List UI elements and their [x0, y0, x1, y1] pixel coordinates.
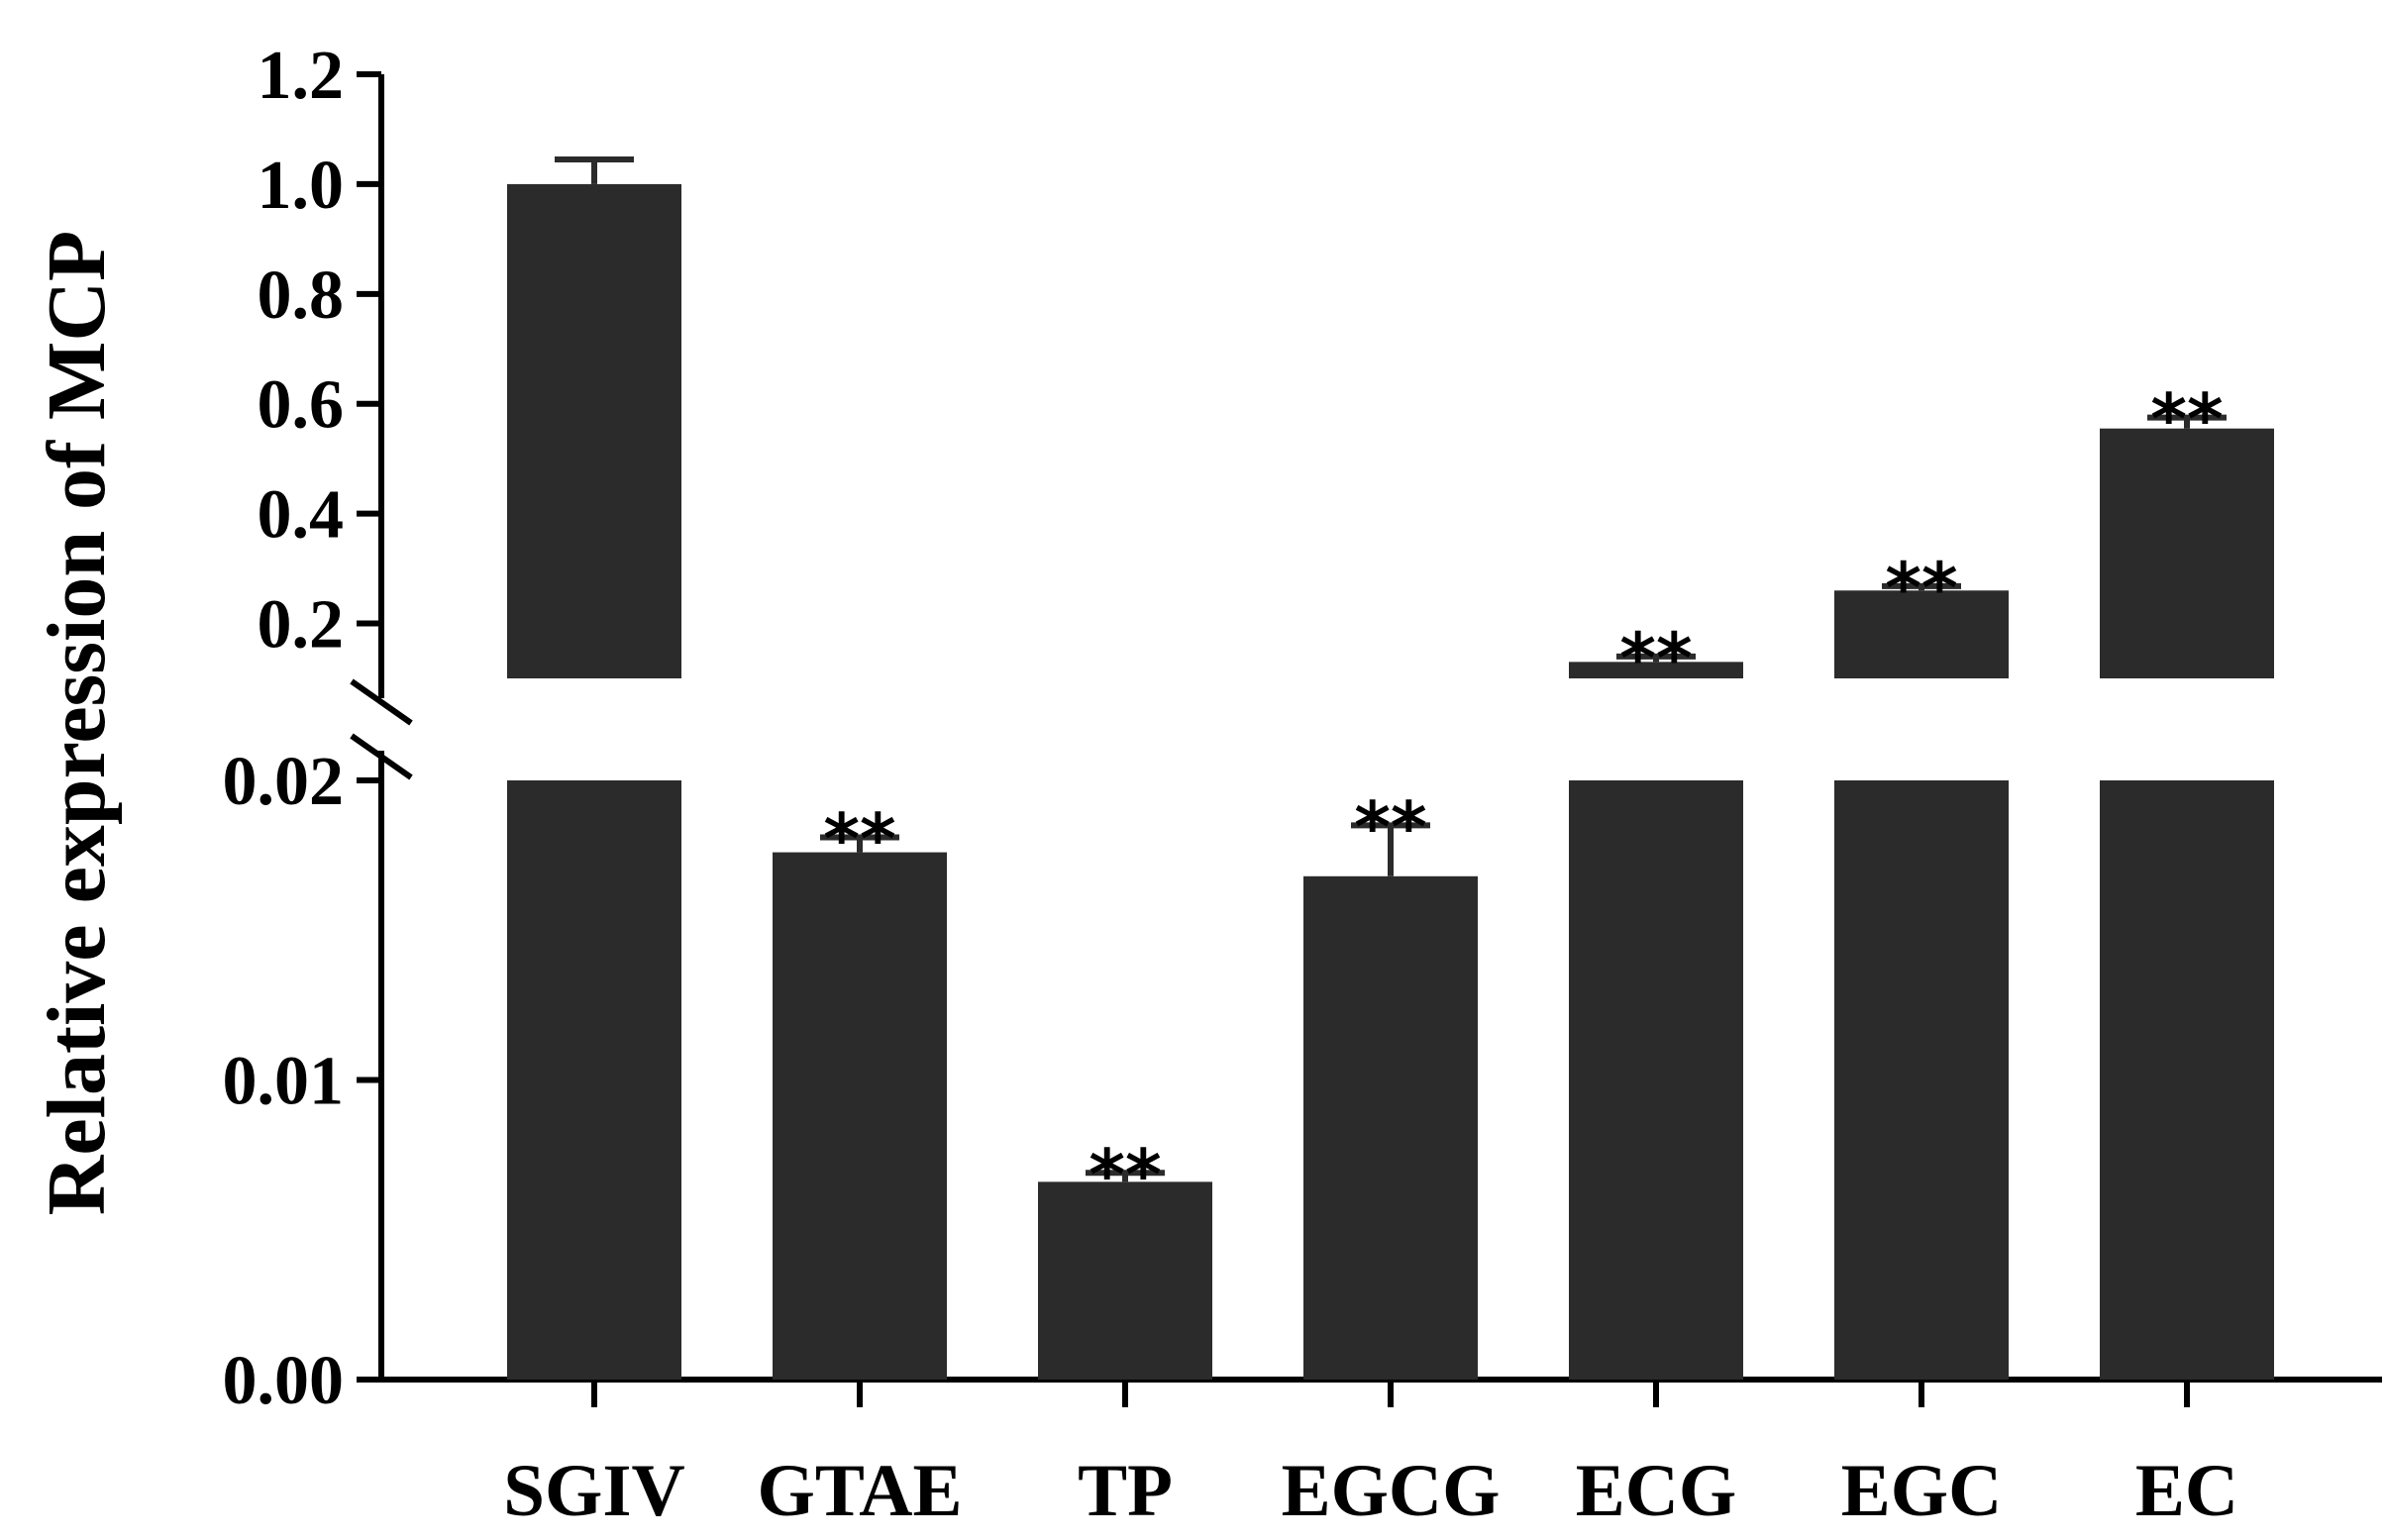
y-axis-title: Relative expression of MCP — [31, 231, 123, 1216]
bar — [1569, 662, 1743, 678]
x-tick-label: EC — [2135, 1450, 2238, 1532]
y-tick-label: 0.8 — [258, 257, 345, 334]
significance-marker: ** — [1354, 786, 1426, 868]
bar — [1834, 590, 2009, 678]
significance-marker: ** — [1619, 618, 1692, 699]
y-tick-label: 0.02 — [223, 744, 345, 820]
significance-marker: ** — [2150, 379, 2223, 461]
bar-lower-part — [1569, 780, 1743, 1380]
y-tick-label: 0.6 — [258, 367, 345, 444]
bar-lower-part — [1834, 780, 2009, 1380]
labels: 0.00 0.01 0.02 0.2 0.4 0.6 0.8 1.0 1.2 SGIV ** GTAE… — [223, 38, 2239, 1532]
significance-marker: ** — [823, 798, 895, 879]
x-tick-label: SGIV — [503, 1450, 684, 1532]
y-tick-label: 0.01 — [223, 1044, 345, 1120]
y-tick-label: 0.2 — [258, 587, 345, 664]
significance-marker: ** — [1089, 1134, 1161, 1215]
bar — [1038, 1181, 1212, 1380]
bars — [507, 155, 2274, 1380]
x-tick-label: EGC — [1841, 1450, 2003, 1532]
bar — [1303, 875, 1478, 1380]
x-tick-label: TP — [1078, 1450, 1173, 1532]
axis-break-mark — [350, 733, 413, 780]
x-tick-label: EGCG — [1282, 1450, 1501, 1532]
axis-break-mark — [350, 678, 413, 726]
significance-marker: ** — [1885, 548, 1957, 629]
bar — [2100, 428, 2274, 678]
y-tick-label: 1.0 — [258, 148, 345, 224]
bar-lower-part — [507, 780, 681, 1380]
bar-lower-part — [2100, 780, 2274, 1380]
y-tick-label: 1.2 — [258, 38, 345, 114]
x-tick-label: ECG — [1576, 1450, 1737, 1532]
x-tick-label: GTAE — [758, 1450, 963, 1532]
bar — [773, 852, 947, 1380]
y-tick-label: 0.4 — [258, 477, 345, 554]
y-tick-label: 0.00 — [223, 1343, 345, 1419]
bar — [507, 183, 681, 678]
